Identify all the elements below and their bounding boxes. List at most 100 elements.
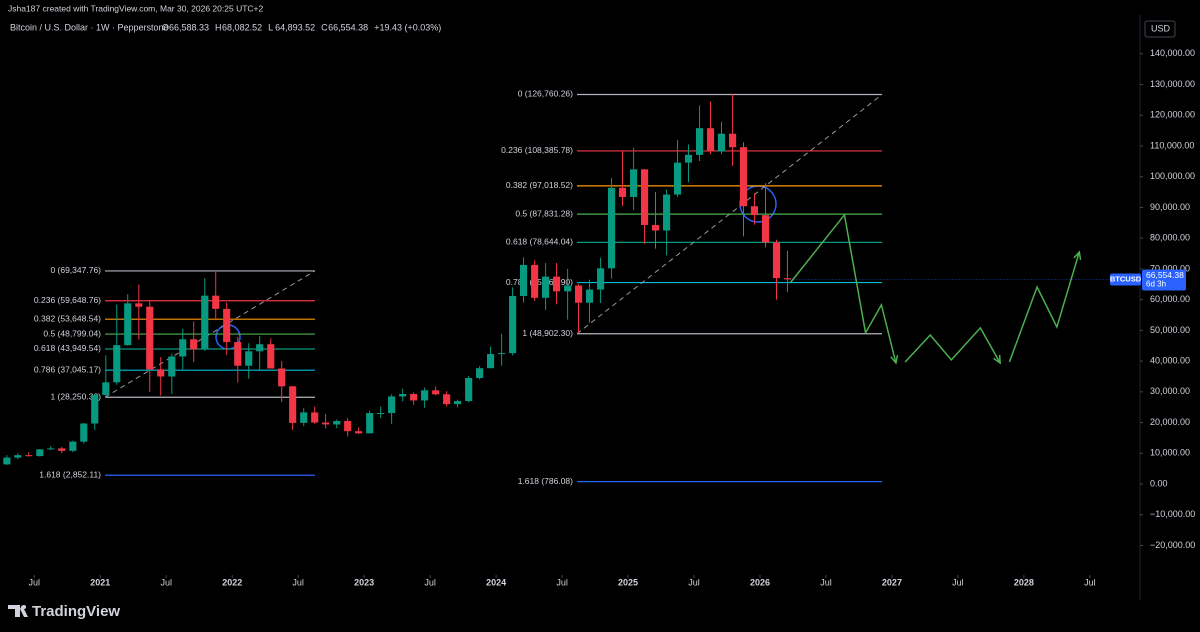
y-tick-label: 40,000.00: [1150, 355, 1190, 365]
currency-box[interactable]: [1144, 20, 1176, 38]
candle-body: [267, 344, 275, 369]
price-tag: [1142, 269, 1186, 291]
y-tick-label: 120,000.00: [1150, 110, 1195, 120]
x-tick-label: 2021: [90, 577, 110, 587]
fib-label: 0.382 (53,648.54): [34, 313, 101, 323]
projection-arrow: [890, 354, 899, 365]
projection-arrow: [993, 354, 1001, 365]
y-tick-label: −10,000.00: [1150, 509, 1195, 519]
candle-body: [25, 455, 33, 457]
y-tick-label: 80,000.00: [1150, 233, 1190, 243]
fib-label: 0.786 (37,045.17): [34, 364, 101, 374]
y-tick-label: 90,000.00: [1150, 202, 1190, 212]
fib-label: 0.236 (59,648.76): [34, 295, 101, 305]
candle-body: [486, 354, 495, 369]
candle-body: [69, 441, 77, 451]
candle-body: [289, 386, 297, 423]
candle-body: [47, 448, 55, 450]
projection-line: [904, 326, 1001, 364]
ohlc-label: O: [162, 22, 169, 32]
currency: USD: [1151, 23, 1171, 33]
ohlc-value: 66,554.38: [328, 22, 368, 32]
change: +19.43 (+0.03%): [374, 22, 441, 32]
projection-line: [789, 213, 897, 364]
candle-body: [212, 295, 220, 309]
candle-body: [399, 393, 407, 397]
candle-body: [355, 431, 363, 434]
fib-label: 0.618 (78,644.04): [506, 237, 573, 247]
fib-trend: [576, 94, 883, 335]
candle-body: [256, 344, 264, 352]
x-tick-label: 2023: [354, 577, 374, 587]
projection-line: [1008, 251, 1081, 363]
candle-body: [80, 423, 88, 442]
candle-body: [772, 242, 781, 279]
candle-body: [761, 215, 770, 243]
y-tick-label: 130,000.00: [1150, 79, 1195, 89]
candle-body: [3, 457, 11, 465]
y-tick-label: 60,000.00: [1150, 294, 1190, 304]
symbol-tag-label: BTCUSD: [1110, 274, 1142, 283]
candle-body: [706, 128, 715, 152]
projection-arrow: [1073, 250, 1082, 261]
candle-body: [607, 187, 616, 269]
x-tick-label: 2025: [618, 577, 638, 587]
ohlc-label: C: [321, 22, 328, 32]
x-tick-label: Jul: [160, 577, 172, 587]
fib-label: 0.382 (97,018.52): [506, 180, 573, 190]
candle-body: [454, 401, 462, 405]
candle-body: [102, 382, 110, 395]
candle-body: [509, 295, 517, 354]
candle-body: [311, 412, 319, 423]
candle-body: [146, 306, 154, 370]
y-tick-label: 50,000.00: [1150, 325, 1190, 335]
x-tick-label: Jul: [292, 577, 304, 587]
candle-body: [673, 162, 682, 195]
y-tick-label: 70,000.00: [1150, 263, 1190, 273]
y-tick-label: 0.00: [1150, 478, 1168, 488]
x-tick-label: 2027: [882, 577, 902, 587]
candle-body: [531, 264, 539, 298]
candle-body: [783, 278, 792, 280]
candle-body: [717, 133, 726, 152]
y-tick-label: 30,000.00: [1150, 386, 1190, 396]
candle-body: [344, 421, 352, 432]
x-tick-label: Jul: [820, 577, 832, 587]
candle-body: [14, 455, 22, 458]
candle-body: [542, 276, 550, 298]
x-tick-label: 2024: [486, 577, 506, 587]
price-tag-countdown: 6d 3h: [1146, 280, 1166, 289]
x-tick-label: 2022: [222, 577, 242, 587]
candle-body: [651, 224, 660, 231]
ohlc-label: L: [268, 22, 273, 32]
candle-body: [278, 368, 286, 387]
candle-body: [36, 449, 44, 457]
fib-label: 1 (28,250.32): [50, 391, 101, 401]
candle-body: [476, 368, 484, 379]
fib-label: 1.618 (786.08): [518, 476, 573, 486]
ohlc-value: 64,893.52: [275, 22, 315, 32]
y-tick-label: 100,000.00: [1150, 171, 1195, 181]
y-tick-label: −20,000.00: [1150, 540, 1195, 550]
candle-body: [113, 345, 121, 383]
candle-body: [190, 339, 198, 350]
candle-body: [58, 448, 66, 451]
candle-body: [135, 303, 143, 307]
candle-body: [179, 339, 187, 357]
fib-label: 0.786 (65,563.90): [506, 277, 573, 287]
candle-body: [322, 422, 330, 425]
x-tick-label: 2028: [1014, 577, 1034, 587]
fib-label: 0.618 (43,949.54): [34, 343, 101, 353]
symbol: Bitcoin / U.S. Dollar · 1W · Pepperstone: [10, 22, 169, 32]
candle-body: [552, 276, 561, 292]
candle-body: [585, 289, 594, 303]
candle-body: [410, 393, 418, 401]
candle-body: [245, 351, 253, 366]
candle-body: [300, 412, 308, 423]
candle-body: [168, 356, 176, 377]
x-tick-label: Jul: [952, 577, 964, 587]
x-tick-label: Jul: [29, 577, 41, 587]
candle-body: [695, 128, 704, 155]
candle-body: [739, 147, 748, 207]
